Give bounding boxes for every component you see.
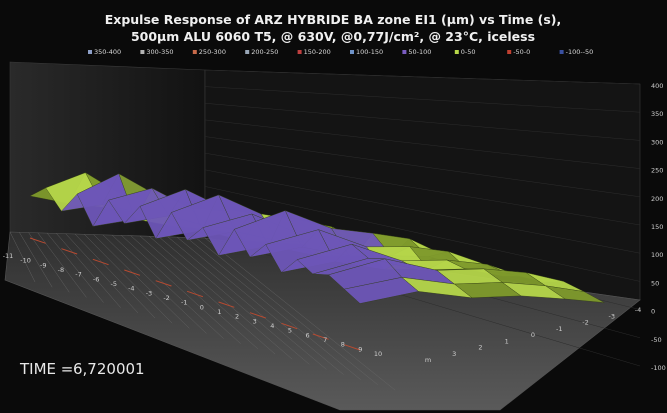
x-tick-label: -8 [58, 266, 64, 274]
x-tick-label: -4 [128, 285, 134, 293]
x-tick-label: 3 [253, 317, 257, 325]
legend-label: -50-0 [513, 48, 530, 56]
x-tick-label: 10 [374, 350, 382, 358]
z-tick-label: 400 [651, 82, 663, 90]
y-tick-label: 2 [478, 344, 482, 352]
x-tick-label: -6 [93, 275, 99, 283]
z-tick-label: 250 [651, 167, 663, 175]
x-tick-label: -9 [40, 261, 46, 269]
legend-swatch [140, 50, 144, 54]
x-tick-label: -1 [181, 299, 187, 307]
legend-swatch [193, 50, 197, 54]
legend-swatch [507, 50, 511, 54]
z-tick-label: -100 [651, 364, 666, 372]
x-tick-label: 6 [305, 331, 309, 339]
legend-label: 0-50 [461, 48, 476, 56]
z-tick-label: 200 [651, 195, 663, 203]
y-tick-label: -2 [582, 319, 588, 327]
time-label: TIME = [20, 360, 73, 378]
y-tick-label: 0 [531, 331, 535, 339]
x-tick-label: 1 [217, 308, 221, 316]
y-tick-label: -4 [635, 306, 641, 314]
legend-label: 350-400 [94, 48, 121, 56]
legend-label: 100-150 [356, 48, 383, 56]
y-tick-label: -1 [556, 325, 562, 333]
x-tick-label: 2 [235, 313, 239, 321]
legend-swatch [455, 50, 459, 54]
x-tick-label: -5 [110, 280, 116, 288]
x-tick-label: 7 [323, 336, 327, 344]
x-tick-label: 0 [200, 303, 204, 311]
z-tick-label: 350 [651, 110, 663, 118]
x-tick-label: -10 [20, 257, 31, 265]
x-tick-label: 5 [288, 327, 292, 335]
z-tick-label: -50 [651, 336, 662, 344]
x-tick-label: -3 [146, 289, 152, 297]
chart-title-line2: 500µm ALU 6060 T5, @ 630V, @0,77J/cm², @… [131, 29, 535, 44]
x-tick-label: -2 [163, 294, 169, 302]
y-tick-label: 1 [505, 337, 509, 345]
z-tick-label: 0 [651, 308, 655, 316]
x-tick-label: 4 [270, 322, 274, 330]
x-tick-label: -11 [3, 252, 14, 260]
time-value: 6,720001 [73, 360, 145, 378]
chart-title-line1: Expulse Response of ARZ HYBRIDE BA zone … [105, 12, 562, 27]
legend-label: 250-300 [199, 48, 226, 56]
x-tick-label: 9 [358, 345, 362, 353]
z-tick-label: 50 [651, 279, 659, 287]
z-tick-label: 300 [651, 138, 663, 146]
y-tick-label: 3 [452, 350, 456, 358]
legend-swatch [298, 50, 302, 54]
legend: 350-400 300-350 250-300 200-250 150-200 100-1… [88, 48, 593, 56]
legend-swatch [88, 50, 92, 54]
x-tick-label: -7 [75, 271, 81, 279]
y-tick-label: -3 [609, 312, 615, 320]
legend-label: 50-100 [408, 48, 431, 56]
legend-swatch [245, 50, 249, 54]
legend-label: 200-250 [251, 48, 278, 56]
y-tick-label: m [425, 356, 431, 364]
legend-swatch [560, 50, 564, 54]
legend-swatch [402, 50, 406, 54]
z-tick-label: 100 [651, 251, 663, 259]
legend-label: 150-200 [304, 48, 331, 56]
legend-swatch [350, 50, 354, 54]
z-tick-label: 150 [651, 223, 663, 231]
legend-label: 300-350 [146, 48, 173, 56]
x-tick-label: 8 [341, 341, 345, 349]
legend-label: -100--50 [566, 48, 594, 56]
